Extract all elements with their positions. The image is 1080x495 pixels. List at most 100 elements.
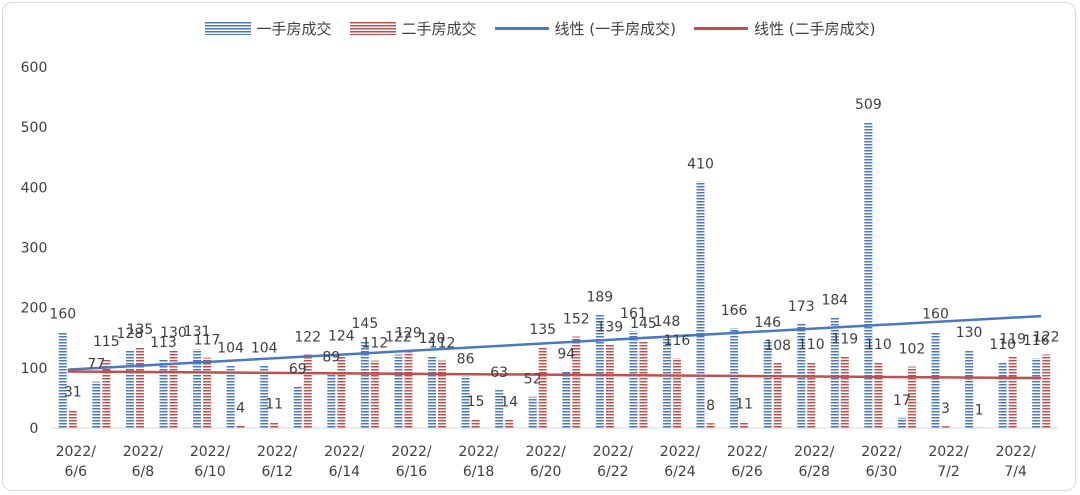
- bar-series2-18: [672, 358, 681, 428]
- bar-series2-13: [505, 419, 514, 428]
- y-tick-label-1: 100: [21, 361, 48, 377]
- y-tick-label-0: 0: [30, 421, 39, 437]
- data-label-series1-22: 173: [788, 299, 815, 315]
- bar-series1-17: [629, 331, 638, 428]
- x-tick-label-8: 2022/6/22: [593, 444, 634, 480]
- bar-series1-1: [92, 381, 101, 428]
- bar-series2-6: [270, 421, 279, 428]
- data-label-series1-9: 145: [352, 316, 379, 332]
- data-label-series1-10: 122: [385, 330, 412, 346]
- bar-series2-28: [1008, 356, 1017, 428]
- data-label-series1-27: 130: [956, 325, 983, 341]
- bar-series1-20: [730, 328, 739, 428]
- data-label-series2-16: 139: [596, 319, 623, 335]
- bar-series2-22: [807, 361, 816, 428]
- bar-series2-11: [438, 360, 447, 428]
- x-tick-label-13: 2022/7/2: [928, 444, 969, 480]
- bar-series2-27: [975, 427, 984, 428]
- data-label-series2-11: 112: [429, 336, 456, 352]
- x-tick-label-3: 2022/6/12: [257, 444, 298, 480]
- bar-series2-7: [303, 354, 312, 428]
- bar-series1-0: [58, 331, 67, 428]
- bar-series1-19: [696, 181, 705, 428]
- data-label-series2-13: 14: [500, 395, 518, 411]
- bar-series2-2: [135, 346, 144, 428]
- data-label-series2-3: 130: [160, 325, 187, 341]
- bar-series2-10: [404, 350, 413, 428]
- y-tick-label-3: 300: [21, 241, 48, 257]
- trendline-1: [67, 314, 1042, 371]
- legend-label-trend2: 线性 (二手房成交): [754, 19, 876, 38]
- legend-label-series2: 二手房成交: [401, 19, 477, 38]
- trendlines: [67, 314, 1042, 380]
- data-label-series2-8: 124: [328, 328, 355, 344]
- data-label-series1-14: 52: [524, 372, 542, 388]
- bar-series2-17: [639, 340, 648, 428]
- legend-swatch-series2: [349, 21, 396, 35]
- bar-series1-11: [428, 355, 437, 428]
- data-label-series1-8: 89: [322, 349, 340, 365]
- data-label-series1-5: 104: [217, 340, 244, 356]
- bar-series1-21: [763, 340, 772, 428]
- bar-series1-28: [998, 361, 1007, 428]
- bar-series1-9: [360, 340, 369, 428]
- data-label-series2-4: 117: [194, 333, 221, 349]
- data-label-series1-13: 63: [490, 365, 508, 381]
- x-tick-label-9: 2022/6/24: [660, 444, 701, 480]
- data-label-series2-5: 4: [236, 401, 245, 417]
- bar-series2-9: [370, 360, 379, 428]
- legend-label-trend1: 线性 (一手房成交): [554, 19, 677, 38]
- data-label-series2-14: 135: [529, 322, 556, 338]
- x-tick-label-11: 2022/6/28: [794, 444, 835, 480]
- data-label-series1-25: 17: [893, 393, 911, 409]
- data-label-series1-11: 120: [419, 331, 446, 347]
- bar-series1-8: [327, 374, 336, 428]
- data-label-series1-1: 77: [87, 357, 105, 373]
- bar-series2-12: [471, 418, 480, 428]
- data-label-series2-12: 15: [467, 394, 485, 410]
- legend-item-trend2: 线性 (二手房成交): [694, 18, 876, 39]
- legend-swatch-trend2: [694, 26, 749, 30]
- bar-series2-20: [740, 421, 749, 428]
- data-label-series1-21: 146: [754, 315, 781, 331]
- bar-series1-29: [1032, 358, 1041, 428]
- x-tick-label-10: 2022/6/26: [727, 444, 768, 480]
- data-label-series1-6: 104: [251, 340, 278, 356]
- trendline-2: [67, 370, 1042, 380]
- x-tick-label-6: 2022/6/18: [458, 444, 499, 480]
- data-label-series2-25: 102: [899, 342, 926, 358]
- bar-series1-16: [595, 314, 604, 428]
- bars: [58, 121, 1051, 429]
- axes: 0 100 200 300 400 500 600: [21, 60, 1058, 437]
- data-label-series1-19: 410: [687, 156, 714, 172]
- x-tick-label-12: 2022/6/30: [861, 444, 902, 480]
- data-label-series1-20: 166: [721, 303, 748, 319]
- data-label-series1-29: 116: [1023, 333, 1050, 349]
- x-tick-label-5: 2022/6/16: [391, 444, 432, 480]
- bar-series1-4: [193, 349, 202, 428]
- legend: 一手房成交 二手房成交 线性 (一手房成交) 线性 (二手房成交): [0, 14, 1080, 42]
- bar-series2-4: [203, 357, 212, 428]
- x-tick-label-2: 2022/6/10: [190, 444, 231, 480]
- bar-series2-29: [1042, 354, 1051, 428]
- y-tick-label-2: 200: [21, 301, 48, 317]
- data-label-series2-23: 119: [831, 331, 858, 347]
- legend-item-series1: 一手房成交: [204, 18, 332, 39]
- bar-series2-8: [337, 353, 346, 428]
- bar-series2-15: [572, 336, 581, 428]
- data-label-series2-27: 1: [975, 402, 984, 418]
- bar-series1-13: [495, 390, 504, 428]
- legend-swatch-series1: [204, 21, 251, 35]
- data-label-series2-22: 110: [798, 337, 825, 353]
- data-label-series1-12: 86: [457, 351, 475, 367]
- data-label-series1-23: 184: [821, 292, 848, 308]
- bar-series2-1: [102, 358, 111, 428]
- x-tick-label-0: 2022/6/6: [56, 444, 97, 480]
- legend-label-series1: 一手房成交: [256, 19, 332, 38]
- bar-series1-5: [226, 365, 235, 428]
- bar-series2-5: [236, 425, 245, 428]
- data-label-series1-26: 160: [922, 307, 949, 323]
- data-label-series2-19: 8: [706, 398, 715, 414]
- legend-swatch-trend1: [494, 26, 549, 30]
